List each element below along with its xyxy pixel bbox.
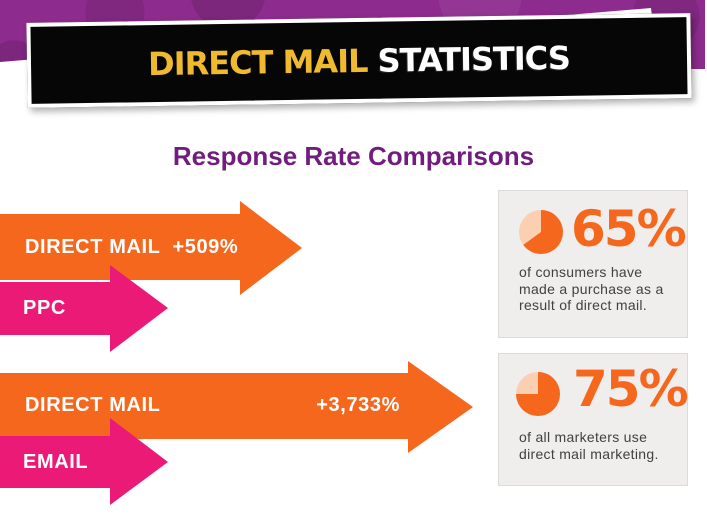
arrow-ppc-head (110, 265, 168, 352)
arrow-direct-mail-1-label: DIRECT MAIL +509% (25, 236, 239, 258)
stat-card-65: 65% of consumers have made a purchase as… (498, 190, 688, 338)
arrow-direct-mail-1-value: +509% (172, 236, 239, 258)
stat-card-75: 75% of all marketers use direct mail mar… (498, 353, 689, 486)
arrow-direct-mail-1-head (240, 201, 302, 295)
arrow-direct-mail-2 (0, 373, 408, 439)
title-banner: DIRECT MAIL STATISTICS (26, 13, 692, 108)
banner-title-highlight: DIRECT MAIL (147, 41, 368, 83)
arrow-ppc (0, 282, 110, 335)
arrow-direct-mail-2-value: +3,733% (316, 394, 400, 416)
arrow-direct-mail-2-head (408, 361, 473, 453)
arrow-ppc-label: PPC (23, 297, 66, 319)
arrow-direct-mail-2-label: DIRECT MAIL (25, 394, 161, 416)
arrow-email-head (110, 418, 168, 505)
banner-title-rest: STATISTICS (367, 38, 571, 80)
pie-chart-icon-65 (519, 210, 563, 254)
stat-percent-65: 65% (571, 200, 687, 258)
stat-text-75: of all marketers use direct mail marketi… (519, 429, 659, 462)
arrow-email (0, 436, 110, 488)
stat-percent-75: 75% (573, 360, 689, 418)
section-heading: Response Rate Comparisons (172, 141, 535, 171)
arrow-email-label: EMAIL (23, 451, 89, 473)
pie-chart-icon-75 (516, 372, 560, 416)
stat-text-65: of consumers have made a purchase as a r… (519, 264, 664, 313)
